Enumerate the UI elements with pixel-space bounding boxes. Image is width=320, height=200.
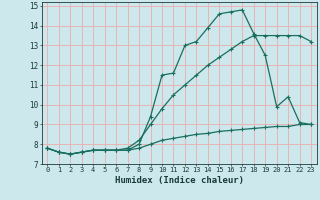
X-axis label: Humidex (Indice chaleur): Humidex (Indice chaleur): [115, 176, 244, 185]
